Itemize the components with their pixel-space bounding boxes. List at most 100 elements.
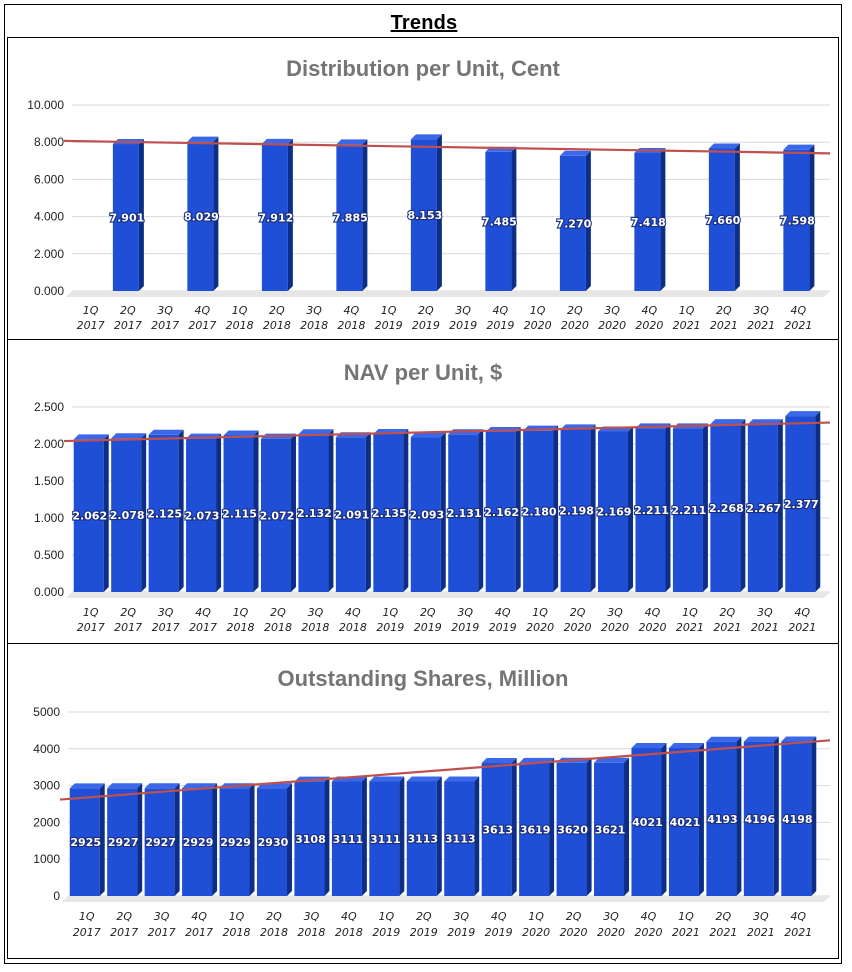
x-tick-label: 1Q <box>233 606 249 619</box>
y-tick-label: 10.000 <box>27 98 64 112</box>
x-tick-label: 3Q <box>308 606 324 619</box>
bar-1q-2017 <box>73 434 109 592</box>
bar-side <box>138 139 144 291</box>
bar-front <box>560 429 591 592</box>
x-tick-label: 1Q <box>381 304 397 317</box>
y-tick-label: 4000 <box>33 742 60 756</box>
data-label: 2925 <box>70 836 101 849</box>
x-tick-label: 2021 <box>672 926 700 939</box>
bar-2q-2017 <box>112 139 144 291</box>
distribution-chart: Distribution per Unit, Cent 0.000 2.000 4.0… <box>27 56 831 332</box>
bar-side <box>773 736 779 896</box>
x-tick-label: 2Q <box>116 910 132 923</box>
x-tick-label: 2019 <box>489 621 517 634</box>
bar-side <box>511 758 517 896</box>
x-tick-label: 2020 <box>561 319 589 332</box>
x-tick-label: 3Q <box>604 304 620 317</box>
x-tick-label: 2019 <box>412 319 440 332</box>
bar-front <box>73 439 104 592</box>
x-tick-label: 2019 <box>414 621 442 634</box>
data-label: 7.485 <box>482 215 517 228</box>
chart-floor <box>62 896 830 902</box>
bar-4q-2020 <box>631 743 667 896</box>
bar-front <box>781 741 812 896</box>
data-label: 4198 <box>782 813 813 826</box>
bars <box>69 736 817 896</box>
bar-side <box>478 429 484 592</box>
bar-3q-2017 <box>148 429 184 592</box>
bar-front <box>223 435 254 592</box>
x-axis-ticks: 1Q 2017 2Q 2017 3Q 2017 4Q 2017 1Q 2018 2Q 2018 3Q 20… <box>77 304 813 332</box>
x-tick-label: 1Q <box>678 910 694 923</box>
x-tick-label: 2017 <box>189 621 217 634</box>
bar-side <box>702 423 708 592</box>
y-tick-label: 1.000 <box>34 511 64 525</box>
bar-front <box>144 788 175 896</box>
bar-side <box>436 776 442 896</box>
data-label: 4021 <box>632 816 663 829</box>
bar-side <box>365 432 371 592</box>
bar-4q-2017 <box>182 783 218 896</box>
bar-top <box>410 134 442 140</box>
x-tick-label: 2Q <box>120 304 136 317</box>
data-label: 2.135 <box>372 507 407 520</box>
x-tick-label: 1Q <box>232 304 248 317</box>
bar-top <box>187 136 219 142</box>
x-tick-label: 2Q <box>567 304 583 317</box>
x-tick-label: 2021 <box>747 319 775 332</box>
bar-front <box>187 141 214 291</box>
bar-front <box>481 763 512 896</box>
bar-top <box>223 430 259 436</box>
data-label: 2.078 <box>110 509 145 522</box>
bar-2q-2020 <box>559 150 591 291</box>
x-tick-label: 1Q <box>83 304 99 317</box>
bar-2q-2018 <box>256 783 292 896</box>
x-tick-label: 2018 <box>335 926 363 939</box>
x-tick-label: 2019 <box>449 319 477 332</box>
x-tick-label: 3Q <box>304 910 320 923</box>
bar-front <box>598 431 629 592</box>
x-tick-label: 2020 <box>524 319 552 332</box>
x-tick-label: 2Q <box>266 910 282 923</box>
x-tick-label: 2018 <box>223 926 251 939</box>
bar-top <box>111 433 147 439</box>
y-tick-label: 8.000 <box>34 135 64 149</box>
bar-front <box>186 438 217 592</box>
bar-4q-2019 <box>485 427 521 592</box>
bars <box>112 134 815 291</box>
y-axis-ticks: 0.000 0.500 1.000 1.500 2.000 2.500 <box>34 400 64 599</box>
bar-2q-2018 <box>260 433 296 592</box>
bar-2q-2017 <box>111 433 147 592</box>
bar-front <box>559 155 586 291</box>
x-tick-label: 2017 <box>185 926 213 939</box>
bar-front <box>783 149 810 291</box>
bar-top <box>481 758 517 764</box>
bar-top <box>369 776 405 782</box>
bar-front <box>336 144 363 291</box>
x-tick-label: 2021 <box>747 926 775 939</box>
x-tick-label: 2018 <box>260 926 288 939</box>
x-tick-label: 3Q <box>154 910 170 923</box>
bar-top <box>631 743 667 749</box>
bar-top <box>668 743 704 749</box>
x-tick-label: 2018 <box>339 621 367 634</box>
bar-top <box>182 783 218 789</box>
x-tick-label: 2018 <box>263 319 291 332</box>
bar-top <box>594 757 630 763</box>
bar-side <box>660 148 666 291</box>
bar-side <box>440 432 446 592</box>
bar-side <box>586 757 592 896</box>
bar-front <box>523 430 554 592</box>
bar-top <box>743 736 779 742</box>
bar-side <box>137 783 143 896</box>
y-tick-label: 1.500 <box>34 474 64 488</box>
shares-chart-panel: Outstanding Shares, Million 0 1000 2000 3000… <box>7 643 839 959</box>
bar-1q-2020 <box>519 757 555 896</box>
bar-side <box>809 144 815 291</box>
data-label: 7.901 <box>109 212 144 225</box>
x-tick-label: 2018 <box>301 621 329 634</box>
data-label: 7.912 <box>258 211 293 224</box>
bar-top <box>706 736 742 742</box>
data-label: 7.270 <box>556 217 591 230</box>
x-axis-ticks: 1Q 2017 2Q 2017 3Q 2017 4Q 2017 1Q 2018 2Q 2018 3Q 20… <box>77 606 817 634</box>
